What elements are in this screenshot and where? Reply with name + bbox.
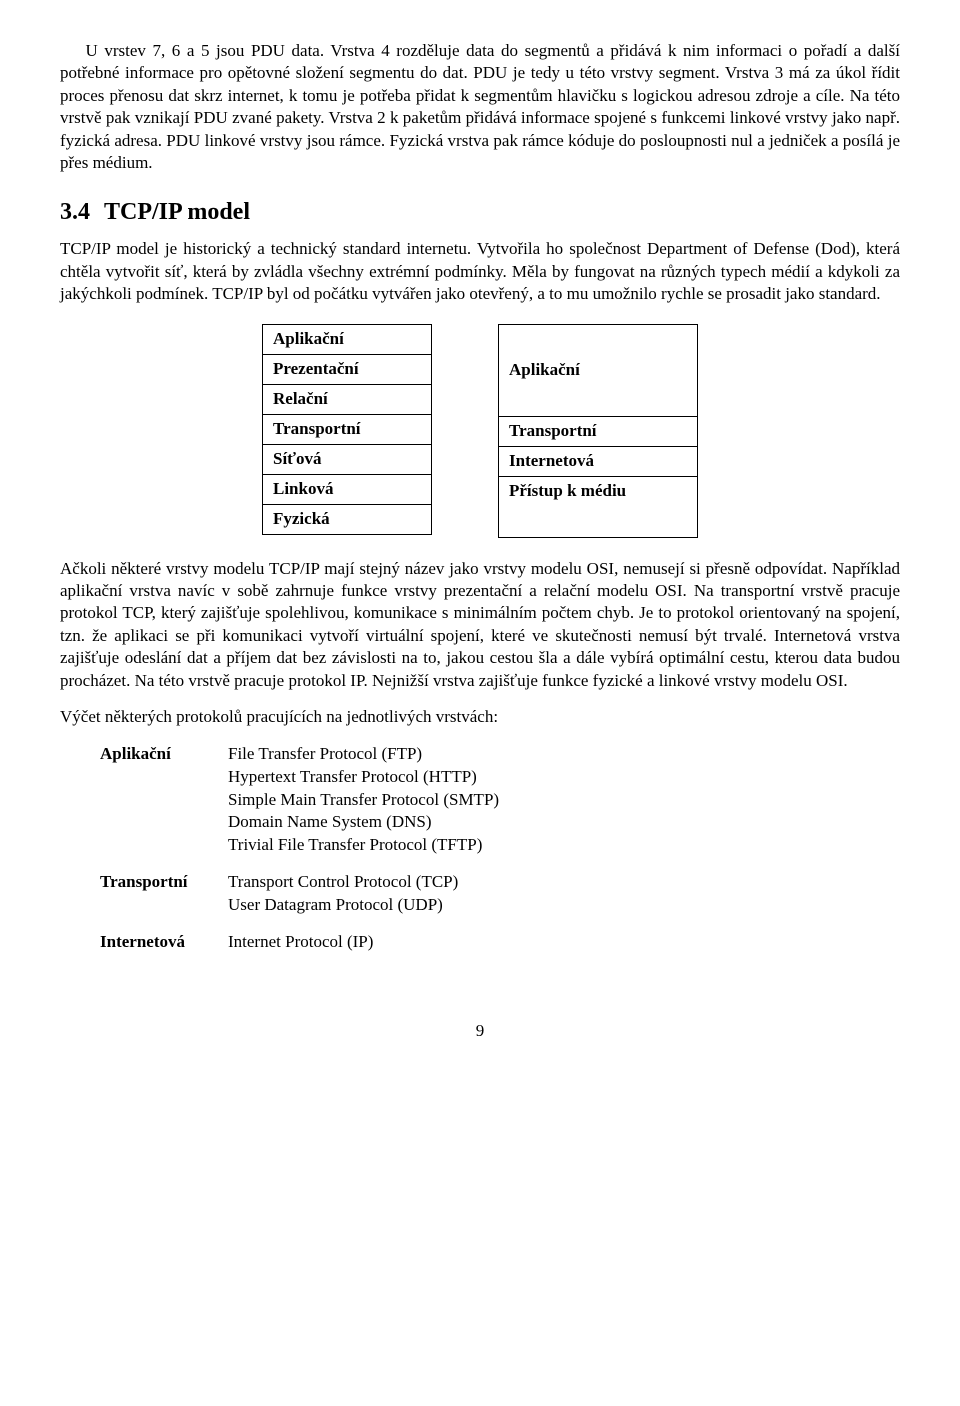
osi-layer: Linková [262,474,432,505]
protocol-item: Hypertext Transfer Protocol (HTTP) [228,766,499,789]
protocol-label: Internetová [100,931,228,953]
osi-layer: Aplikační [262,324,432,355]
osi-layer: Transportní [262,414,432,445]
section-heading: 3.4 TCP/IP model [60,197,900,229]
osi-layer: Relační [262,384,432,415]
tcpip-stack: Aplikační Transportní Internetová Přístu… [498,324,698,538]
protocol-item: Internet Protocol (IP) [228,931,373,954]
protocol-items: File Transfer Protocol (FTP) Hypertext T… [228,743,499,858]
protocol-item: Trivial File Transfer Protocol (TFTP) [228,834,499,857]
section-title: TCP/IP model [104,199,250,225]
protocol-label: Aplikační [100,743,228,765]
tcpip-layer: Aplikační [498,324,698,417]
protocol-items: Internet Protocol (IP) [228,931,373,954]
tcpip-layer: Transportní [498,416,698,447]
protocol-row-internet: Internetová Internet Protocol (IP) [100,931,900,954]
protocol-list: Aplikační File Transfer Protocol (FTP) H… [100,743,900,955]
osi-stack: Aplikační Prezentační Relační Transportn… [262,324,432,538]
protocol-item: File Transfer Protocol (FTP) [228,743,499,766]
paragraph-protocol-intro: Výčet některých protokolů pracujících na… [60,706,900,728]
osi-layer: Síťová [262,444,432,475]
protocol-item: User Datagram Protocol (UDP) [228,894,458,917]
page-number: 9 [60,1020,900,1042]
protocol-item: Simple Main Transfer Protocol (SMTP) [228,789,499,812]
layer-model-diagram: Aplikační Prezentační Relační Transportn… [60,324,900,538]
protocol-items: Transport Control Protocol (TCP) User Da… [228,871,458,917]
osi-layer: Prezentační [262,354,432,385]
paragraph-tcpip-desc: Ačkoli některé vrstvy modelu TCP/IP mají… [60,558,900,693]
tcpip-layer: Internetová [498,446,698,477]
section-number: 3.4 [60,199,90,225]
protocol-label: Transportní [100,871,228,893]
osi-layer: Fyzická [262,504,432,535]
paragraph-intro: U vrstev 7, 6 a 5 jsou PDU data. Vrstva … [60,40,900,175]
paragraph-tcpip-intro: TCP/IP model je historický a technický s… [60,238,900,305]
protocol-row-application: Aplikační File Transfer Protocol (FTP) H… [100,743,900,858]
protocol-row-transport: Transportní Transport Control Protocol (… [100,871,900,917]
protocol-item: Transport Control Protocol (TCP) [228,871,458,894]
protocol-item: Domain Name System (DNS) [228,811,499,834]
tcpip-layer: Přístup k médiu [498,476,698,538]
